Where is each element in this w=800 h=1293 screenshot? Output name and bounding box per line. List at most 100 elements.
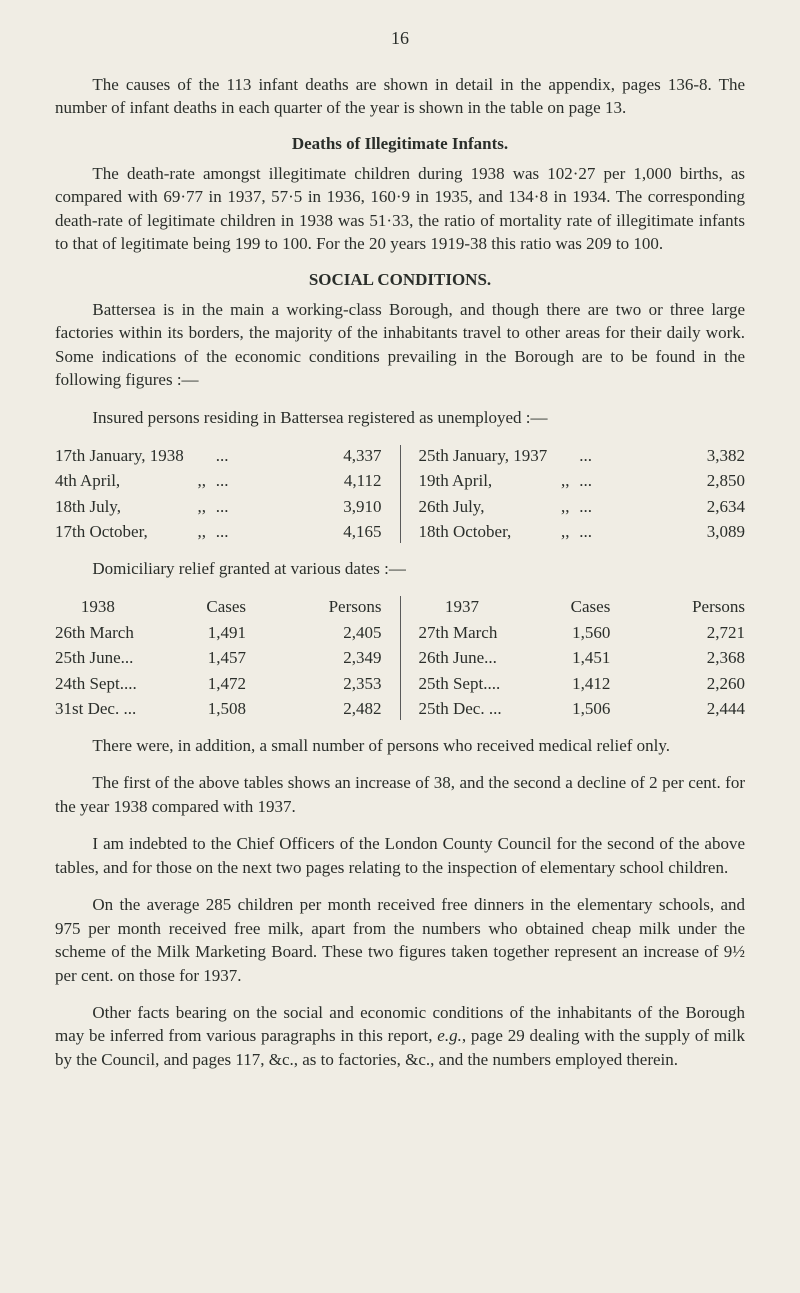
row-persons: 2,482 [246, 696, 381, 722]
row-persons: 2,444 [610, 696, 745, 722]
relief-table: 1938 Cases Persons 26th March 1,491 2,40… [55, 594, 745, 722]
row-cases: 1,491 [141, 620, 246, 646]
row-cases: 1,472 [141, 671, 246, 697]
paragraph: On the average 285 children per month re… [55, 893, 745, 987]
table-row: 18th October, ,, ... 3,089 [419, 519, 746, 545]
row-label: 18th July, [55, 494, 188, 520]
dots: ... [579, 443, 603, 469]
unemployment-left: 17th January, 1938 ... 4,337 4th April, … [55, 443, 382, 545]
row-persons: 2,260 [610, 671, 745, 697]
row-value: 3,382 [603, 443, 745, 469]
table-row: 26th July, ,, ... 2,634 [419, 494, 746, 520]
ditto-mark: ,, [188, 468, 216, 494]
col-year: 1937 [419, 594, 506, 620]
row-persons: 2,721 [610, 620, 745, 646]
row-value: 3,910 [240, 494, 382, 520]
row-value: 3,089 [603, 519, 745, 545]
paragraph: Domiciliary relief granted at various da… [55, 557, 745, 580]
col-persons: Persons [246, 594, 381, 620]
row-label: 17th October, [55, 519, 188, 545]
row-label: 26th March [55, 620, 141, 646]
col-cases: Cases [506, 594, 611, 620]
dots: ... [216, 468, 240, 494]
paragraph: The death-rate amongst illegitimate chil… [55, 162, 745, 256]
row-value: 4,165 [240, 519, 382, 545]
paragraph: Other facts bearing on the social and ec… [55, 1001, 745, 1071]
row-cases: 1,560 [506, 620, 611, 646]
paragraph: The causes of the 113 infant deaths are … [55, 73, 745, 120]
table-row: 25th Sept.... 1,412 2,260 [419, 671, 746, 697]
dots: ... [579, 494, 603, 520]
row-value: 4,112 [240, 468, 382, 494]
row-persons: 2,353 [246, 671, 381, 697]
table-row: 27th March 1,560 2,721 [419, 620, 746, 646]
page-number: 16 [55, 28, 745, 49]
row-persons: 2,405 [246, 620, 381, 646]
table-row: 18th July, ,, ... 3,910 [55, 494, 382, 520]
row-label: 26th June... [419, 645, 506, 671]
column-divider [400, 445, 401, 543]
table-row: 19th April, ,, ... 2,850 [419, 468, 746, 494]
table-header-row: 1937 Cases Persons [419, 594, 746, 620]
paragraph: Insured persons residing in Battersea re… [55, 406, 745, 429]
row-label: 4th April, [55, 468, 188, 494]
ditto-mark: ,, [551, 519, 579, 545]
row-label: 19th April, [419, 468, 552, 494]
unemployment-right: 25th January, 1937 ... 3,382 19th April,… [419, 443, 746, 545]
italic-text: e.g. [437, 1026, 462, 1045]
ditto-mark: ,, [551, 494, 579, 520]
table-row: 26th June... 1,451 2,368 [419, 645, 746, 671]
section-heading: SOCIAL CONDITIONS. [55, 270, 745, 290]
row-label: 25th Dec. ... [419, 696, 506, 722]
row-cases: 1,412 [506, 671, 611, 697]
section-heading: Deaths of Illegitimate Infants. [55, 134, 745, 154]
table-row: 17th October, ,, ... 4,165 [55, 519, 382, 545]
row-label: 25th Sept.... [419, 671, 506, 697]
table-row: 24th Sept.... 1,472 2,353 [55, 671, 382, 697]
table-row: 25th January, 1937 ... 3,382 [419, 443, 746, 469]
col-cases: Cases [141, 594, 246, 620]
paragraph: The first of the above tables shows an i… [55, 771, 745, 818]
ditto-mark: ,, [188, 519, 216, 545]
col-year: 1938 [55, 594, 141, 620]
ditto-mark [188, 443, 216, 469]
row-value: 2,850 [603, 468, 745, 494]
ditto-mark: ,, [551, 468, 579, 494]
row-value: 2,634 [603, 494, 745, 520]
page: 16 The causes of the 113 infant deaths a… [0, 0, 800, 1125]
dots: ... [216, 443, 240, 469]
relief-left: 1938 Cases Persons 26th March 1,491 2,40… [55, 594, 382, 722]
paragraph: There were, in addition, a small number … [55, 734, 745, 757]
row-label: 17th January, 1938 [55, 443, 188, 469]
row-persons: 2,368 [610, 645, 745, 671]
row-label: 18th October, [419, 519, 552, 545]
table-row: 25th June... 1,457 2,349 [55, 645, 382, 671]
row-label: 24th Sept.... [55, 671, 141, 697]
dots: ... [579, 519, 603, 545]
table-row: 4th April, ,, ... 4,112 [55, 468, 382, 494]
row-cases: 1,451 [506, 645, 611, 671]
table-row: 25th Dec. ... 1,506 2,444 [419, 696, 746, 722]
row-persons: 2,349 [246, 645, 381, 671]
paragraph: Battersea is in the main a working-class… [55, 298, 745, 392]
table-header-row: 1938 Cases Persons [55, 594, 382, 620]
row-cases: 1,457 [141, 645, 246, 671]
row-cases: 1,506 [506, 696, 611, 722]
table-row: 17th January, 1938 ... 4,337 [55, 443, 382, 469]
dots: ... [579, 468, 603, 494]
ditto-mark: ,, [188, 494, 216, 520]
dots: ... [216, 519, 240, 545]
row-value: 4,337 [240, 443, 382, 469]
ditto-mark [551, 443, 579, 469]
row-label: 25th June... [55, 645, 141, 671]
column-divider [400, 596, 401, 720]
unemployment-table: 17th January, 1938 ... 4,337 4th April, … [55, 443, 745, 545]
col-persons: Persons [610, 594, 745, 620]
row-label: 31st Dec. ... [55, 696, 141, 722]
table-row: 26th March 1,491 2,405 [55, 620, 382, 646]
table-row: 31st Dec. ... 1,508 2,482 [55, 696, 382, 722]
relief-right: 1937 Cases Persons 27th March 1,560 2,72… [419, 594, 746, 722]
row-cases: 1,508 [141, 696, 246, 722]
row-label: 25th January, 1937 [419, 443, 552, 469]
row-label: 26th July, [419, 494, 552, 520]
